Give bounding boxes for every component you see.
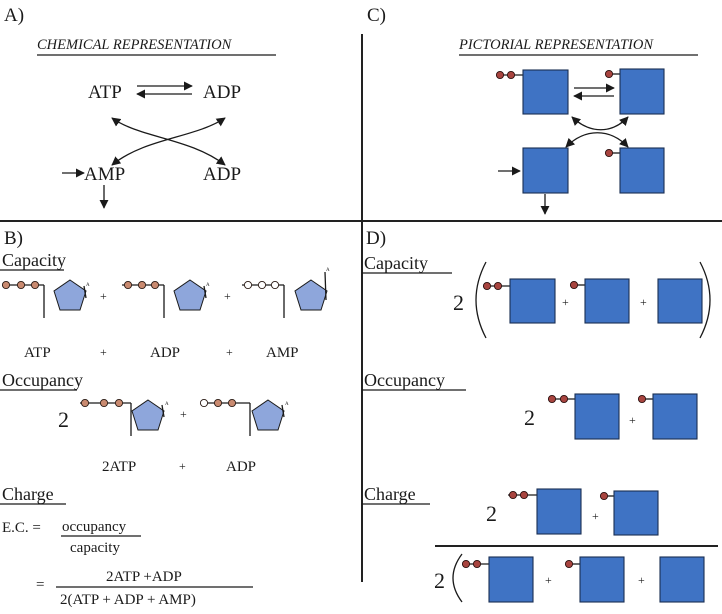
- panel-b-label: B): [4, 228, 23, 249]
- ec-denominator-2: 2(ATP + ADP + AMP): [60, 592, 196, 608]
- b-occ-term-adp: ADP: [226, 459, 256, 475]
- b-cap-term-atp: ATP: [24, 345, 51, 361]
- d-charge-atp-box: [508, 488, 582, 535]
- ec-denominator: capacity: [70, 540, 120, 556]
- d-charge-den-atp-box: [461, 556, 534, 603]
- b-occ-plus: +: [180, 407, 187, 421]
- panel-d-label: D): [366, 228, 386, 249]
- b-occ-term-plus: +: [179, 459, 186, 473]
- b-cap-term-amp: AMP: [266, 345, 299, 361]
- b-charge-title: Charge: [2, 484, 54, 504]
- b-cap-plus-1: +: [100, 289, 107, 303]
- d-charge-adp-box: [599, 490, 659, 536]
- b-cap-plus-2: +: [224, 289, 231, 303]
- ec-numerator-2: 2ATP +ADP: [106, 569, 182, 585]
- d-occ-atp-box: [547, 393, 620, 440]
- d-charge-plus: +: [592, 509, 599, 523]
- d-charge-left-paren: [452, 553, 463, 603]
- d-charge-den-amp-box: [659, 556, 705, 603]
- panel-a: A) CHEMICAL REPRESENTATION ATP ADP AMP A…: [4, 5, 276, 209]
- d-occ-plus: +: [629, 413, 636, 427]
- adp-molecule: A: [122, 279, 210, 318]
- panel-c: C) PICTORIAL REPRESENTATION: [367, 5, 698, 215]
- ec-numerator: occupancy: [62, 519, 127, 535]
- cross-arrow-c-1: [565, 132, 629, 148]
- d-charge-coefficient: 2: [486, 501, 497, 526]
- svg-text:A: A: [326, 268, 330, 273]
- adp-box-c-top: [604, 68, 665, 115]
- b-occ-coefficient: 2: [58, 407, 69, 432]
- ec-equals: =: [36, 577, 44, 593]
- svg-text:A: A: [285, 402, 289, 407]
- d-charge-coefficient-2: 2: [434, 568, 445, 593]
- adp-top-node: ADP: [203, 82, 241, 103]
- b-occupancy-title: Occupancy: [2, 370, 83, 390]
- d-cap-left-paren: [475, 261, 487, 339]
- d-charge-den-plus-1: +: [545, 573, 552, 587]
- d-capacity-title: Capacity: [364, 253, 428, 273]
- b-cap-term-plus-2: +: [226, 345, 233, 359]
- adp-box-c-bottom: [604, 147, 665, 194]
- adp-bottom-node: ADP: [203, 164, 241, 185]
- panel-c-header: PICTORIAL REPRESENTATION: [458, 37, 654, 53]
- d-charge-title: Charge: [364, 484, 416, 504]
- d-occ-coefficient: 2: [524, 405, 535, 430]
- ec-label: E.C. =: [2, 520, 41, 536]
- b-capacity-title: Capacity: [2, 250, 66, 270]
- cross-arrow-1: [111, 117, 226, 166]
- d-occ-adp-box: [637, 393, 698, 440]
- atp-box-c: [495, 69, 569, 115]
- d-cap-atp-box: [482, 278, 556, 324]
- amp-box-c: [522, 147, 569, 194]
- amp-molecule: A: [242, 268, 330, 318]
- svg-text:A: A: [206, 283, 210, 288]
- occ-atp-molecule: A: [80, 398, 169, 436]
- panel-a-label: A): [4, 5, 24, 26]
- svg-text:A: A: [86, 283, 90, 288]
- panel-c-label: C): [367, 5, 386, 26]
- d-cap-amp-box: [657, 278, 703, 324]
- d-cap-adp-box: [569, 278, 630, 324]
- atp-molecule: A: [1, 279, 90, 318]
- cross-arrow-c-2: [571, 116, 629, 131]
- d-charge-den-adp-box: [564, 556, 625, 603]
- cross-arrow-2: [111, 117, 226, 166]
- panel-a-header: CHEMICAL REPRESENTATION: [37, 37, 233, 53]
- panel-d: D) Capacity 2 + + Occupancy 2: [362, 228, 718, 603]
- atp-node: ATP: [88, 82, 122, 103]
- b-cap-term-adp: ADP: [150, 345, 180, 361]
- d-cap-plus-2: +: [640, 295, 647, 309]
- panel-b: B) Capacity A + A +: [0, 228, 330, 608]
- occ-adp-molecule: A: [199, 398, 289, 436]
- d-cap-right-paren: [699, 261, 711, 339]
- b-occ-term-2atp: 2ATP: [102, 459, 136, 475]
- d-charge-den-plus-2: +: [638, 573, 645, 587]
- amp-node: AMP: [84, 164, 125, 185]
- svg-text:A: A: [165, 402, 169, 407]
- b-cap-term-plus-1: +: [100, 345, 107, 359]
- d-cap-coefficient: 2: [453, 290, 464, 315]
- d-cap-plus-1: +: [562, 295, 569, 309]
- d-occupancy-title: Occupancy: [364, 370, 445, 390]
